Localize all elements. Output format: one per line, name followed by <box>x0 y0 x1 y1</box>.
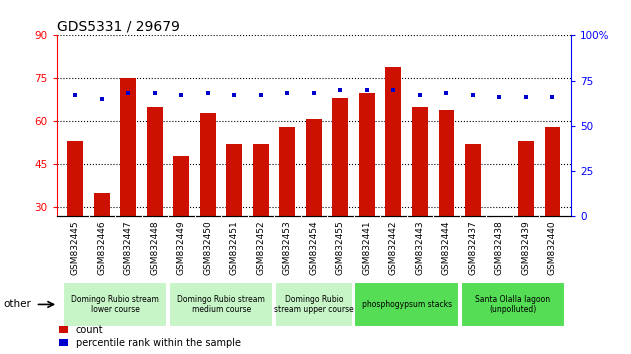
Bar <box>386 67 401 293</box>
Text: GSM832448: GSM832448 <box>150 220 160 275</box>
Bar <box>545 127 560 293</box>
Bar <box>492 216 507 293</box>
Bar <box>63 282 167 327</box>
Bar <box>359 93 375 293</box>
Bar <box>461 282 565 327</box>
Text: GSM832441: GSM832441 <box>362 220 372 275</box>
Bar <box>253 144 269 293</box>
Bar <box>200 113 216 293</box>
Text: GSM832446: GSM832446 <box>97 220 107 275</box>
Text: GSM832447: GSM832447 <box>124 220 133 275</box>
Bar <box>412 107 428 293</box>
Bar <box>280 127 295 293</box>
Text: phosphogypsum stacks: phosphogypsum stacks <box>362 300 452 309</box>
Text: GSM832451: GSM832451 <box>230 220 239 275</box>
Text: Domingo Rubio stream
medium course: Domingo Rubio stream medium course <box>177 295 265 314</box>
Text: GSM832443: GSM832443 <box>415 220 425 275</box>
Bar <box>439 110 454 293</box>
Legend: count, percentile rank within the sample: count, percentile rank within the sample <box>59 325 240 348</box>
Text: GSM832442: GSM832442 <box>389 220 398 275</box>
Text: Domingo Rubio stream
lower course: Domingo Rubio stream lower course <box>71 295 159 314</box>
Text: GSM832444: GSM832444 <box>442 220 451 275</box>
Bar <box>355 282 459 327</box>
Bar <box>227 144 242 293</box>
Text: Domingo Rubio
stream upper course: Domingo Rubio stream upper course <box>274 295 354 314</box>
Text: other: other <box>3 299 31 309</box>
Text: GDS5331 / 29679: GDS5331 / 29679 <box>57 19 180 34</box>
Text: GSM832445: GSM832445 <box>71 220 80 275</box>
Text: GSM832437: GSM832437 <box>468 220 478 275</box>
Text: GSM832449: GSM832449 <box>177 220 186 275</box>
Bar <box>121 78 136 293</box>
Bar <box>333 98 348 293</box>
Bar <box>174 156 189 293</box>
Text: GSM832440: GSM832440 <box>548 220 557 275</box>
Bar <box>169 282 273 327</box>
Bar <box>147 107 163 293</box>
Bar <box>306 119 322 293</box>
Bar <box>68 142 83 293</box>
Text: GSM832455: GSM832455 <box>336 220 345 275</box>
Text: Santa Olalla lagoon
(unpolluted): Santa Olalla lagoon (unpolluted) <box>475 295 550 314</box>
Bar <box>518 142 534 293</box>
Text: GSM832450: GSM832450 <box>203 220 213 275</box>
Text: GSM832439: GSM832439 <box>521 220 531 275</box>
Text: GSM832438: GSM832438 <box>495 220 504 275</box>
Text: GSM832454: GSM832454 <box>309 220 319 275</box>
Text: GSM832452: GSM832452 <box>256 220 266 275</box>
Bar <box>94 193 110 293</box>
Text: GSM832453: GSM832453 <box>283 220 292 275</box>
Bar <box>275 282 353 327</box>
Bar <box>465 144 481 293</box>
